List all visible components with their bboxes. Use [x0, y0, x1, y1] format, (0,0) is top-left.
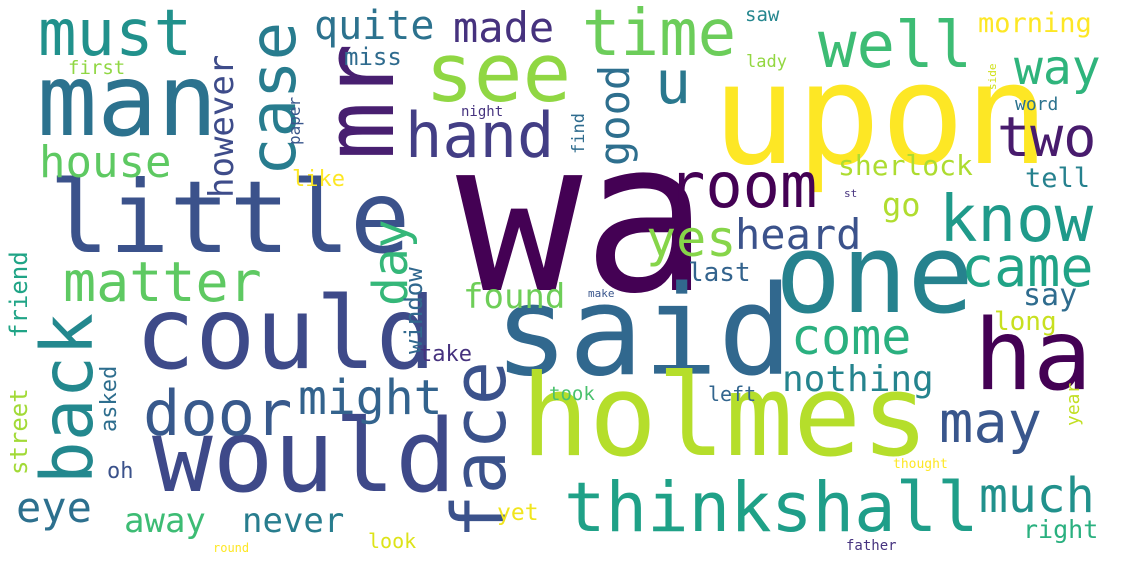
word-year: year [1062, 382, 1084, 426]
word-wa: wa [456, 94, 709, 340]
word-door: door [143, 376, 293, 450]
word-room: room [668, 148, 818, 222]
word-away: away [124, 500, 206, 541]
word-hand: hand [405, 98, 555, 172]
word-heard: heard [735, 209, 862, 259]
word-much: much [979, 468, 1095, 525]
word-miss: miss [344, 43, 402, 72]
word-morning: morning [978, 7, 1092, 39]
word-father: father [846, 538, 897, 555]
word-holmes: holmes [521, 350, 930, 483]
word-like: like [292, 167, 345, 193]
word-could: could [135, 275, 437, 392]
word-made: made [453, 2, 555, 52]
word-said: said [494, 260, 793, 405]
word-lady: lady [746, 51, 787, 72]
word-two: two [997, 105, 1097, 170]
word-tell: tell [1025, 162, 1091, 194]
word-find: find [568, 113, 589, 154]
word-window: window [400, 267, 429, 354]
word-saw: saw [745, 3, 780, 26]
word-round: round [213, 540, 250, 555]
word-may: may [939, 390, 1042, 457]
word-might: might [298, 370, 443, 427]
word-know: know [939, 183, 1094, 258]
word-quite: quite [314, 3, 435, 50]
word-yes: yes [646, 210, 737, 268]
word-time: time [582, 0, 737, 71]
word-u: u [655, 47, 692, 118]
word-make: make [588, 286, 615, 300]
word-never: never [242, 500, 345, 541]
word-little: little [49, 159, 411, 276]
word-upon: upon [712, 34, 1050, 198]
word-shall: shall [771, 467, 979, 548]
word-paper: paper [285, 96, 305, 145]
word-sherlock: sherlock [838, 148, 973, 182]
word-friend: friend [5, 251, 34, 338]
word-word: word [1015, 93, 1059, 115]
word-good: good [589, 64, 639, 166]
word-man: man [37, 42, 218, 159]
word-would: would [152, 396, 457, 515]
word-come: come [791, 308, 912, 366]
word-nothing: nothing [782, 358, 934, 400]
word-night: night [461, 104, 504, 121]
word-well: well [818, 9, 973, 84]
word-found: found [463, 276, 566, 317]
word-oh: oh [107, 459, 134, 485]
word-street: street [5, 388, 34, 475]
word-matter: matter [63, 250, 262, 315]
word-must: must [38, 0, 193, 71]
word-first: first [68, 56, 126, 79]
word-left: left [708, 381, 757, 406]
word-back: back [26, 313, 110, 484]
word-long: long [994, 306, 1057, 337]
word-house: house [39, 136, 172, 188]
word-last: last [688, 257, 751, 288]
word-see: see [425, 27, 572, 122]
word-yet: yet [497, 500, 539, 527]
word-right: right [1023, 515, 1099, 544]
word-go: go [882, 186, 921, 225]
word-came: came [961, 235, 1094, 300]
word-say: say [1023, 278, 1078, 314]
word-asked: asked [97, 365, 123, 432]
word-one: one [775, 209, 974, 338]
word-eye: eye [16, 482, 92, 532]
word-took: took [549, 382, 595, 405]
word-look: look [368, 528, 417, 553]
word-take: take [419, 342, 472, 368]
word-however: however [201, 54, 242, 198]
word-think: think [564, 467, 772, 548]
word-side: side [985, 63, 999, 91]
word-st: st [844, 186, 858, 200]
word-thought: thought [893, 457, 948, 473]
word-ha: ha [974, 299, 1093, 414]
word-way: way [1014, 40, 1101, 97]
